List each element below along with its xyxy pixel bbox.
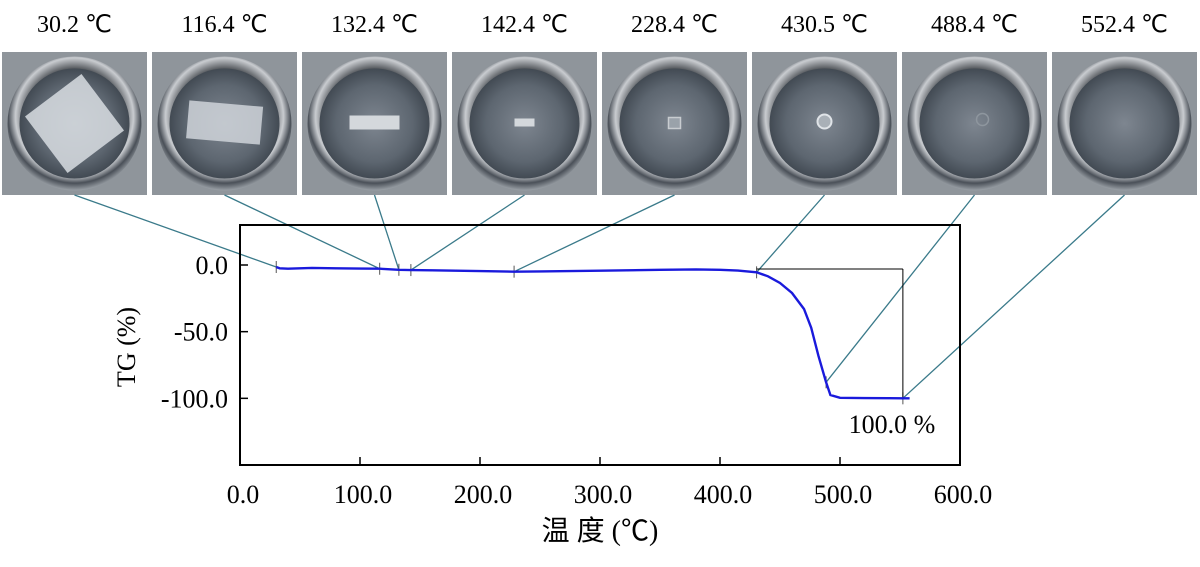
photo-strip: 30.2 ℃ 116.4 ℃ 132.4 ℃ 142.4 ℃ 228.4 ℃ 430.5 … — [2, 12, 1197, 195]
mass-loss-annotation: 100.0 % — [849, 410, 936, 439]
sample-droplet — [816, 113, 833, 130]
pan-base — [919, 68, 1030, 179]
photo-temperature-label: 488.4 ℃ — [931, 12, 1018, 38]
sample-photo: 430.5 ℃ — [752, 12, 897, 195]
connector-line — [902, 194, 1125, 399]
x-tick-label: 600.0 — [934, 480, 993, 509]
x-tick-label: 300.0 — [574, 480, 633, 509]
y-axis-label: TG (%) — [112, 307, 141, 387]
photo-temperature-label: 552.4 ℃ — [1081, 12, 1168, 38]
tg-curve — [275, 265, 910, 400]
connector-line — [373, 194, 400, 271]
x-tick-label: 200.0 — [454, 480, 513, 509]
sample-photo: 30.2 ℃ — [2, 12, 147, 195]
x-tick-label: 0.0 — [227, 480, 260, 509]
x-tick-label: 500.0 — [814, 480, 873, 509]
x-tick-label: 400.0 — [694, 480, 753, 509]
sample-photo: 228.4 ℃ — [602, 12, 747, 195]
y-tick-label: 0.0 — [196, 251, 229, 280]
photo-temperature-label: 142.4 ℃ — [481, 12, 568, 38]
sample-photo: 488.4 ℃ — [902, 12, 1047, 195]
pan-base — [1069, 68, 1180, 179]
connector-line — [825, 194, 976, 383]
sample-residue — [975, 112, 990, 127]
sample-film — [514, 118, 535, 127]
sample-residue — [667, 116, 682, 130]
sample-photo: 132.4 ℃ — [302, 12, 447, 195]
x-tick-label: 100.0 — [334, 480, 393, 509]
sample-photo: 142.4 ℃ — [452, 12, 597, 195]
mass-loss-bracket — [756, 268, 904, 399]
y-tick-label: -100.0 — [161, 384, 228, 413]
sample-film — [24, 73, 125, 174]
y-tick-label: -50.0 — [174, 318, 228, 347]
connector-line — [74, 194, 277, 268]
photo-temperature-label: 30.2 ℃ — [37, 12, 112, 38]
photo-temperature-label: 132.4 ℃ — [331, 12, 418, 38]
sample-film — [186, 100, 264, 145]
y-axis: 0.0 -50.0 -100.0 — [161, 251, 248, 413]
sample-film — [349, 115, 400, 130]
photo-temperature-label: 228.4 ℃ — [631, 12, 718, 38]
sample-photo: 116.4 ℃ — [152, 12, 297, 195]
photo-temperature-label: 430.5 ℃ — [781, 12, 868, 38]
x-axis-label: 温 度 (℃) — [542, 515, 659, 547]
sample-photo: 552.4 ℃ — [1052, 12, 1197, 195]
plot-area: 0.0 100.0 200.0 300.0 400.0 500.0 600.0 0.0 -50… — [161, 224, 993, 509]
photo-temperature-label: 116.4 ℃ — [181, 12, 267, 38]
connector-line — [224, 194, 380, 270]
temperature-markers — [275, 261, 904, 405]
connector-line — [513, 194, 675, 273]
connector-line — [756, 194, 825, 273]
connector-line — [410, 194, 525, 271]
x-axis: 0.0 100.0 200.0 300.0 400.0 500.0 600.0 — [227, 457, 993, 509]
connector-lines — [74, 194, 1125, 399]
